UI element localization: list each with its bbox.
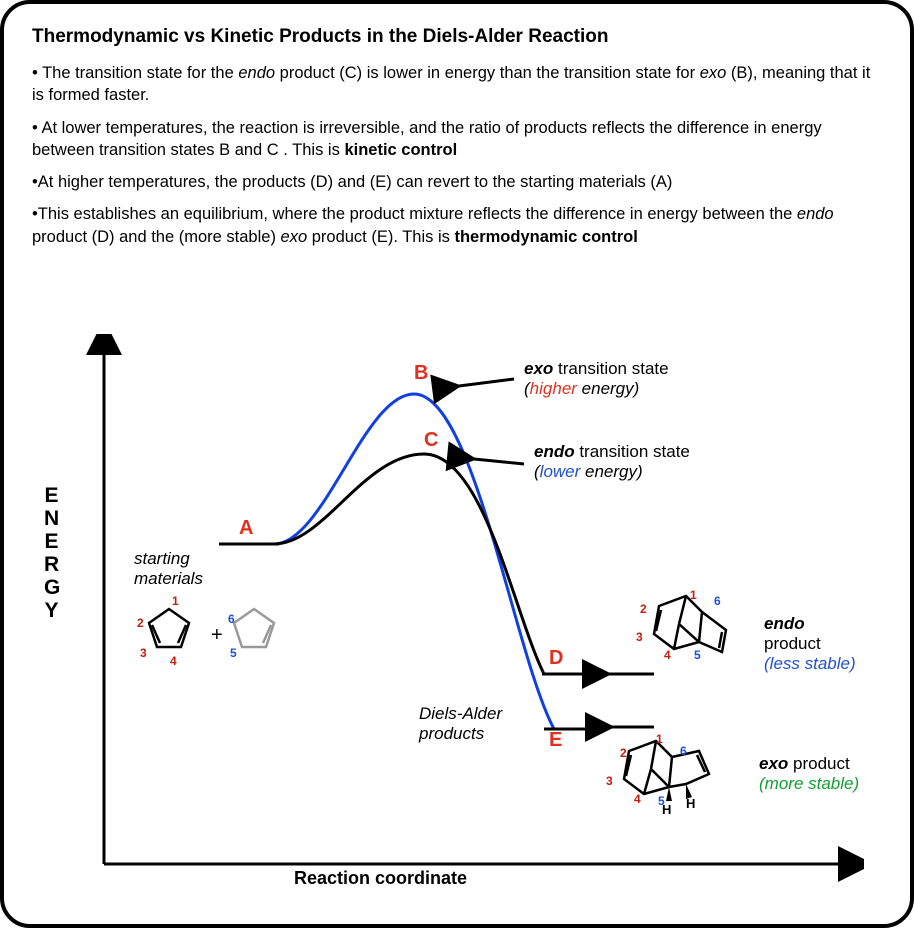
- atom-num: 3: [606, 774, 613, 788]
- atom-num: 4: [170, 654, 177, 668]
- plus-sign: +: [211, 624, 223, 647]
- point-d: D: [549, 647, 563, 670]
- endo-text: endo: [797, 205, 834, 223]
- atom-num: 5: [694, 648, 701, 662]
- endo-curve: [224, 454, 599, 674]
- arrow-c: [474, 459, 524, 464]
- point-c: C: [424, 429, 438, 452]
- exo-product-label: exo product (more stable): [759, 754, 859, 794]
- atom-num: 6: [228, 612, 235, 626]
- arrow-b: [459, 379, 514, 386]
- point-b: B: [414, 362, 428, 385]
- endo-product-label: endo product (less stable): [764, 614, 864, 674]
- atom-num: 1: [172, 594, 179, 608]
- exo-text: exo: [700, 64, 727, 82]
- point-e: E: [549, 729, 562, 752]
- atom-num: 3: [636, 630, 643, 644]
- energy-diagram: ENERGY Reaction coordinate: [44, 334, 864, 894]
- text: product (D) and the (more stable): [32, 228, 281, 246]
- bullet-2: • At lower temperatures, the reaction is…: [32, 117, 882, 162]
- bullet-1: • The transition state for the endo prod…: [32, 62, 882, 107]
- atom-num: 3: [140, 646, 147, 660]
- starting-materials-label: starting materials: [134, 549, 234, 589]
- text: product (C) is lower in energy than the …: [275, 64, 700, 82]
- diene-structure: [149, 609, 189, 647]
- kinetic-control: kinetic control: [344, 141, 457, 159]
- h-label: H: [686, 796, 695, 811]
- text: •This establishes an equilibrium, where …: [32, 205, 797, 223]
- diels-alder-products-label: Diels-Alder products: [419, 704, 539, 744]
- exo-text: exo: [281, 228, 308, 246]
- diagram-frame: Thermodynamic vs Kinetic Products in the…: [0, 0, 914, 928]
- atom-num: 4: [664, 648, 671, 662]
- atom-num: 4: [634, 792, 641, 806]
- chart-svg: [44, 334, 864, 894]
- bullet-4: •This establishes an equilibrium, where …: [32, 203, 882, 248]
- bullet-3: •At higher temperatures, the products (D…: [32, 171, 882, 193]
- h-label: H: [662, 802, 671, 817]
- atom-num: 6: [714, 594, 721, 608]
- point-a: A: [239, 517, 253, 540]
- bullet-list: • The transition state for the endo prod…: [32, 62, 882, 248]
- dienophile-structure: [234, 609, 274, 647]
- atom-num: 2: [620, 746, 627, 760]
- atom-num: 5: [230, 646, 237, 660]
- title: Thermodynamic vs Kinetic Products in the…: [32, 26, 882, 48]
- thermo-control: thermodynamic control: [454, 228, 637, 246]
- text: • The transition state for the: [32, 64, 238, 82]
- atom-num: 1: [690, 588, 697, 602]
- atom-num: 2: [137, 616, 144, 630]
- endo-ts-label: endo transition state (lower energy): [534, 442, 690, 482]
- endo-text: endo: [238, 64, 275, 82]
- atom-num: 2: [640, 602, 647, 616]
- atom-num: 6: [680, 744, 687, 758]
- atom-num: 1: [656, 732, 663, 746]
- exo-ts-label: exo transition state (higher energy): [524, 359, 669, 399]
- text: product (E). This is: [307, 228, 454, 246]
